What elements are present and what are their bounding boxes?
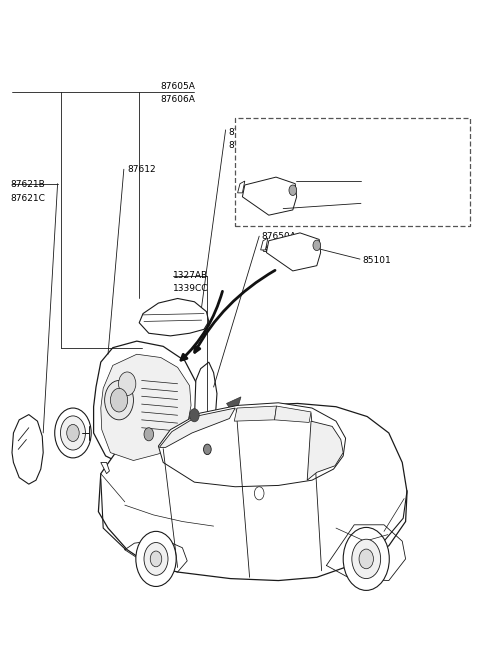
- Text: 87613L: 87613L: [228, 128, 262, 137]
- Polygon shape: [242, 177, 297, 215]
- Polygon shape: [275, 406, 311, 422]
- Circle shape: [289, 185, 297, 195]
- Text: 85101: 85101: [362, 256, 391, 265]
- Circle shape: [136, 531, 176, 586]
- Text: (W/ECM+HOME LINK: (W/ECM+HOME LINK: [240, 133, 327, 142]
- Circle shape: [144, 543, 168, 575]
- Polygon shape: [139, 298, 209, 336]
- Circle shape: [55, 408, 91, 458]
- Polygon shape: [101, 354, 191, 461]
- Polygon shape: [12, 415, 43, 484]
- Text: 1327AB: 1327AB: [173, 271, 208, 280]
- Bar: [235, 118, 470, 226]
- Circle shape: [150, 551, 162, 567]
- Polygon shape: [101, 462, 109, 474]
- Text: 87650A: 87650A: [262, 232, 297, 241]
- Polygon shape: [159, 408, 235, 447]
- Text: 87660D: 87660D: [262, 245, 297, 254]
- Polygon shape: [261, 238, 268, 250]
- Text: 87614L: 87614L: [228, 141, 262, 150]
- Circle shape: [144, 428, 154, 441]
- Text: 87612: 87612: [127, 165, 156, 174]
- Polygon shape: [266, 233, 321, 271]
- Polygon shape: [227, 397, 241, 417]
- Polygon shape: [94, 341, 199, 469]
- Circle shape: [119, 372, 136, 396]
- Circle shape: [343, 527, 389, 590]
- Circle shape: [359, 549, 373, 569]
- Circle shape: [352, 539, 381, 579]
- Circle shape: [204, 444, 211, 455]
- Text: 87606A: 87606A: [161, 95, 196, 104]
- Text: 87621C: 87621C: [11, 194, 46, 203]
- Polygon shape: [98, 403, 407, 581]
- Circle shape: [190, 409, 199, 422]
- Text: SYSTEM+COMPASS TYPE): SYSTEM+COMPASS TYPE): [240, 144, 352, 154]
- Polygon shape: [234, 406, 276, 421]
- Polygon shape: [238, 181, 245, 193]
- Text: 87605A: 87605A: [161, 82, 196, 91]
- Polygon shape: [307, 421, 343, 480]
- Circle shape: [313, 240, 321, 251]
- Circle shape: [60, 416, 85, 450]
- Text: 85101: 85101: [362, 199, 391, 208]
- Circle shape: [67, 424, 79, 441]
- Circle shape: [110, 388, 128, 412]
- Text: 85131: 85131: [362, 176, 391, 186]
- Polygon shape: [158, 403, 346, 487]
- Circle shape: [105, 380, 133, 420]
- Text: 1339CC: 1339CC: [173, 284, 208, 293]
- Circle shape: [254, 487, 264, 500]
- Text: 87621B: 87621B: [11, 180, 45, 190]
- Polygon shape: [194, 362, 217, 456]
